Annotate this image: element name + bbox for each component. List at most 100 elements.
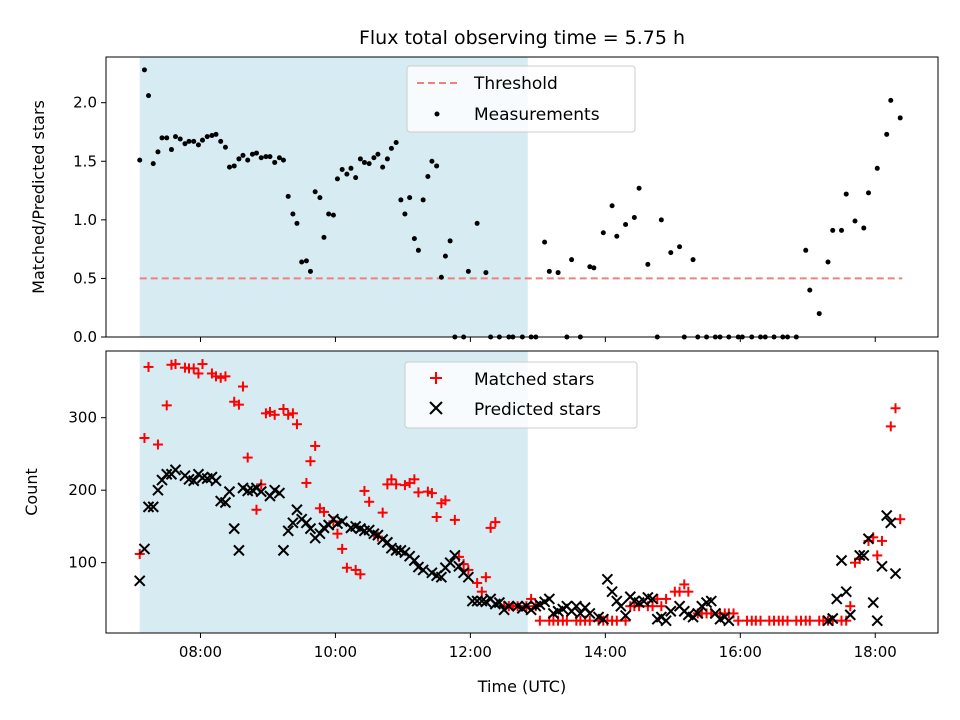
predicted-star-marker — [503, 600, 515, 612]
measurement-point — [226, 164, 232, 170]
matched-star-marker — [233, 399, 244, 410]
measurement-point — [398, 197, 404, 203]
matched-star-marker — [210, 371, 221, 382]
measurement-point — [861, 225, 867, 231]
measurement-point — [209, 132, 215, 138]
measurement-point — [213, 131, 219, 137]
measurement-point — [339, 166, 345, 172]
measurement-point — [420, 197, 426, 203]
predicted-star-marker — [228, 522, 240, 535]
measurement-point — [429, 158, 435, 164]
measurement-point — [222, 144, 228, 150]
matched-star-marker — [220, 371, 231, 382]
predicted-star-marker — [255, 485, 267, 498]
predicted-star-marker — [827, 612, 839, 625]
measurement-point — [159, 135, 165, 141]
measurement-point — [280, 157, 286, 163]
measurement-point — [803, 247, 809, 253]
measurement-point — [636, 185, 642, 191]
measurement-point — [843, 191, 849, 197]
predicted-star-marker — [867, 596, 879, 609]
legend-predicted-label: Predicted stars — [474, 400, 601, 420]
legend-matched-label: Matched stars — [474, 370, 594, 390]
matched-star-marker — [355, 569, 366, 580]
matched-star-marker — [449, 514, 460, 525]
predicted-star-marker — [692, 607, 704, 620]
matched-star-marker — [611, 615, 622, 626]
matched-star-marker — [382, 479, 393, 490]
matched-star-marker — [440, 495, 451, 506]
matched-star-marker — [620, 615, 631, 626]
matched-star-marker — [170, 359, 181, 370]
predicted-star-marker — [597, 613, 610, 625]
measurement-point — [623, 222, 629, 228]
matched-star-marker — [143, 361, 154, 372]
measurement-point — [825, 259, 831, 265]
predicted-star-marker — [570, 600, 583, 612]
measurement-point — [591, 265, 597, 271]
matched-star-marker — [409, 474, 420, 485]
legend-measurements-swatch — [434, 111, 440, 117]
y-tick-label: 2.0 — [73, 94, 97, 112]
measurement-point — [600, 230, 606, 236]
measurement-point — [348, 165, 354, 171]
matched-star-marker — [364, 496, 375, 507]
measurement-point — [344, 171, 350, 177]
measurement-point — [299, 259, 305, 265]
measurement-point — [312, 189, 318, 195]
measurement-point — [195, 142, 201, 148]
measurement-point — [874, 165, 880, 171]
matched-star-marker — [804, 615, 815, 626]
predicted-star-marker — [619, 609, 632, 622]
predicted-star-marker — [273, 487, 286, 499]
ratio-panel-frame — [105, 56, 939, 338]
measurement-point — [191, 138, 197, 144]
measurement-point — [276, 155, 282, 161]
matched-star-marker — [152, 439, 163, 450]
legend-matched-swatch — [430, 372, 442, 384]
measurement-point — [150, 161, 156, 167]
matched-star-marker — [647, 601, 658, 612]
measurement-point — [474, 220, 480, 226]
predicted-star-marker — [444, 556, 456, 569]
predicted-star-marker — [138, 543, 151, 555]
matched-star-marker — [876, 535, 887, 546]
measurement-point — [267, 154, 273, 160]
measurement-point — [658, 217, 664, 223]
predicted-star-marker — [453, 560, 465, 573]
predicted-star-marker — [435, 571, 448, 583]
measurement-point — [186, 138, 192, 144]
predicted-star-marker — [142, 501, 155, 513]
measurement-point — [357, 156, 363, 162]
predicted-star-marker — [314, 527, 326, 540]
matched-star-marker — [490, 517, 501, 528]
matched-star-marker — [885, 421, 896, 432]
matched-star-marker — [139, 432, 150, 443]
predicted-star-marker — [723, 614, 735, 627]
predicted-star-marker — [871, 614, 883, 627]
x-tick-label: 14:00 — [584, 643, 627, 661]
measurement-point — [334, 176, 340, 182]
measurement-point — [380, 164, 386, 170]
matched-star-marker — [782, 615, 793, 626]
matched-star-marker — [841, 615, 852, 626]
matched-star-marker — [318, 506, 329, 517]
measurement-point — [155, 149, 161, 155]
x-tick-label: 18:00 — [854, 643, 897, 661]
predicted-star-marker — [291, 504, 303, 516]
measurement-point — [668, 250, 674, 256]
matched-star-marker — [251, 504, 262, 515]
predicted-star-marker — [449, 549, 461, 562]
predicted-star-marker — [161, 468, 173, 480]
measurement-point — [218, 138, 224, 144]
y-tick-label: 1.0 — [73, 211, 97, 229]
measurement-point — [249, 151, 255, 157]
predicted-star-marker — [844, 609, 856, 621]
predicted-star-marker — [854, 549, 866, 562]
predicted-star-marker — [584, 607, 596, 620]
predicted-star-marker — [601, 573, 614, 586]
matched-star-marker — [755, 615, 766, 626]
measurement-point — [231, 163, 237, 169]
predicted-star-marker — [862, 533, 875, 545]
measurement-point — [236, 156, 242, 162]
